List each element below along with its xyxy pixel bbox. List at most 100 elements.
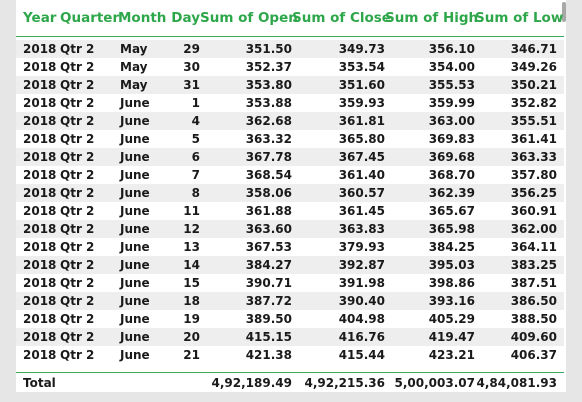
table-row[interactable]: 2018 Qtr 2 June 20 415.15 416.76 419.47 409.60 [16, 328, 564, 346]
cell-sum-of-low: 386.50 [475, 292, 564, 310]
table-row[interactable]: 2018 Qtr 2 June 6 367.78 367.45 369.68 363.33 [16, 148, 564, 166]
cell-sum-of-close: 361.40 [338, 168, 385, 182]
table-row[interactable]: 2018 Qtr 2 May 31 353.80 351.60 355.53 350.21 [16, 76, 564, 94]
table-row[interactable]: 2018 Qtr 2 May 30 352.37 353.54 354.00 349.26 [16, 58, 564, 76]
table-row[interactable]: 2018 Qtr 2 June 11 361.88 361.45 365.67 360.91 [16, 202, 564, 220]
spacer-cell [16, 36, 564, 40]
column-header-day[interactable]: Day [170, 0, 200, 37]
cell-quarter: Qtr 2 [60, 312, 95, 326]
cell-sum-of-open: 367.78 [200, 148, 292, 166]
cell-month: June [120, 312, 150, 326]
cell-month: May [120, 60, 148, 74]
cell-day: 19 [183, 312, 200, 326]
cell-day: 20 [170, 328, 200, 346]
cell-quarter: Qtr 2 [56, 256, 114, 274]
cell-year: 2018 [16, 220, 56, 238]
table-row[interactable]: 2018 Qtr 2 June 21 421.38 415.44 423.21 406.37 [16, 346, 564, 364]
cell-sum-of-low: 364.11 [510, 240, 557, 254]
table-row[interactable]: 2018 Qtr 2 June 18 387.72 390.40 393.16 386.50 [16, 292, 564, 310]
table-row[interactable]: 2018 Qtr 2 June 15 390.71 391.98 398.86 387.51 [16, 274, 564, 292]
cell-sum-of-low: 387.51 [510, 276, 557, 290]
cell-year: 2018 [23, 276, 57, 290]
cell-day: 15 [183, 276, 200, 290]
cell-sum-of-close: 363.83 [292, 220, 385, 238]
cell-month: May [114, 40, 170, 58]
table-row[interactable]: 2018 Qtr 2 June 4 362.68 361.81 363.00 355.51 [16, 112, 564, 130]
cell-month: June [120, 132, 150, 146]
cell-day: 14 [170, 256, 200, 274]
cell-year: 2018 [23, 96, 57, 110]
column-header-quarter[interactable]: Quarter [56, 0, 119, 37]
total-label: Total [16, 372, 200, 393]
cell-day: 12 [170, 220, 200, 238]
cell-sum-of-high: 419.47 [385, 328, 475, 346]
cell-sum-of-high: 354.00 [428, 60, 475, 74]
cell-month: June [114, 148, 170, 166]
cell-month: June [120, 240, 150, 254]
table-row[interactable]: 2018 Qtr 2 June 19 389.50 404.98 405.29 388.50 [16, 310, 564, 328]
cell-day: 30 [183, 60, 200, 74]
cell-quarter: Qtr 2 [60, 96, 95, 110]
cell-sum-of-open: 363.32 [245, 132, 292, 146]
cell-month: June [120, 204, 150, 218]
total-high: 5,00,003.07 [385, 372, 475, 393]
cell-sum-of-high: 369.68 [385, 148, 475, 166]
cell-day: 29 [170, 40, 200, 58]
spacer-row [16, 364, 564, 373]
cell-year: 2018 [16, 256, 56, 274]
cell-sum-of-close: 391.98 [338, 276, 385, 290]
cell-year: 2018 [16, 292, 56, 310]
column-header-sum-of-low[interactable]: Sum of Low [475, 0, 564, 37]
column-header-sum-of-open[interactable]: Sum of Open [200, 0, 298, 37]
spacer-row [16, 36, 564, 40]
cell-sum-of-close: 351.60 [292, 76, 385, 94]
total-open: 4,92,189.49 [200, 372, 292, 393]
cell-sum-of-high: 355.53 [385, 76, 475, 94]
cell-year: 2018 [16, 40, 56, 58]
cell-sum-of-low: 350.21 [475, 76, 564, 94]
cell-sum-of-low: 355.51 [475, 112, 564, 130]
cell-month: June [114, 220, 170, 238]
table-row[interactable]: 2018 Qtr 2 June 5 363.32 365.80 369.83 361.41 [16, 130, 564, 148]
table-row[interactable]: 2018 Qtr 2 May 29 351.50 349.73 356.10 346.71 [16, 40, 564, 58]
cell-quarter: Qtr 2 [56, 184, 114, 202]
cell-sum-of-open: 358.06 [200, 184, 292, 202]
table-row[interactable]: 2018 Qtr 2 June 13 367.53 379.93 384.25 364.11 [16, 238, 564, 256]
table-row[interactable]: 2018 Qtr 2 June 7 368.54 361.40 368.70 357.80 [16, 166, 564, 184]
cell-sum-of-close: 404.98 [338, 312, 385, 326]
cell-sum-of-low: 383.25 [475, 256, 564, 274]
cell-sum-of-high: 423.21 [428, 348, 475, 362]
cell-sum-of-close: 415.44 [338, 348, 385, 362]
cell-sum-of-low: 362.00 [475, 220, 564, 238]
cell-sum-of-high: 405.29 [428, 312, 475, 326]
column-header-month[interactable]: Month [114, 0, 170, 37]
cell-sum-of-low: 357.80 [510, 168, 557, 182]
cell-day: 5 [191, 132, 200, 146]
cell-sum-of-low: 360.91 [510, 204, 557, 218]
table-row[interactable]: 2018 Qtr 2 June 14 384.27 392.87 395.03 383.25 [16, 256, 564, 274]
cell-quarter: Qtr 2 [56, 112, 114, 130]
cell-year: 2018 [23, 348, 57, 362]
cell-sum-of-high: 384.25 [428, 240, 475, 254]
cell-month: June [114, 184, 170, 202]
cell-year: 2018 [23, 132, 57, 146]
cell-day: 21 [183, 348, 200, 362]
cell-sum-of-high: 365.98 [385, 220, 475, 238]
cell-sum-of-open: 387.72 [200, 292, 292, 310]
cell-sum-of-low: 406.37 [510, 348, 557, 362]
vertical-scrollbar[interactable] [562, 2, 566, 22]
table-row[interactable]: 2018 Qtr 2 June 8 358.06 360.57 362.39 356.25 [16, 184, 564, 202]
cell-sum-of-high: 369.83 [428, 132, 475, 146]
cell-sum-of-low: 349.26 [510, 60, 557, 74]
column-header-sum-of-high[interactable]: Sum of High [385, 0, 478, 37]
cell-sum-of-close: 365.80 [338, 132, 385, 146]
cell-sum-of-high: 359.99 [428, 96, 475, 110]
cell-sum-of-low: 388.50 [510, 312, 557, 326]
column-header-year[interactable]: Year [16, 0, 56, 37]
column-header-sum-of-close[interactable]: Sum of Close [292, 0, 391, 37]
cell-year: 2018 [23, 240, 57, 254]
cell-month: June [120, 348, 150, 362]
table-row[interactable]: 2018 Qtr 2 June 1 353.88 359.93 359.99 352.82 [16, 94, 564, 112]
total-close: 4,92,215.36 [292, 372, 385, 393]
table-row[interactable]: 2018 Qtr 2 June 12 363.60 363.83 365.98 362.00 [16, 220, 564, 238]
